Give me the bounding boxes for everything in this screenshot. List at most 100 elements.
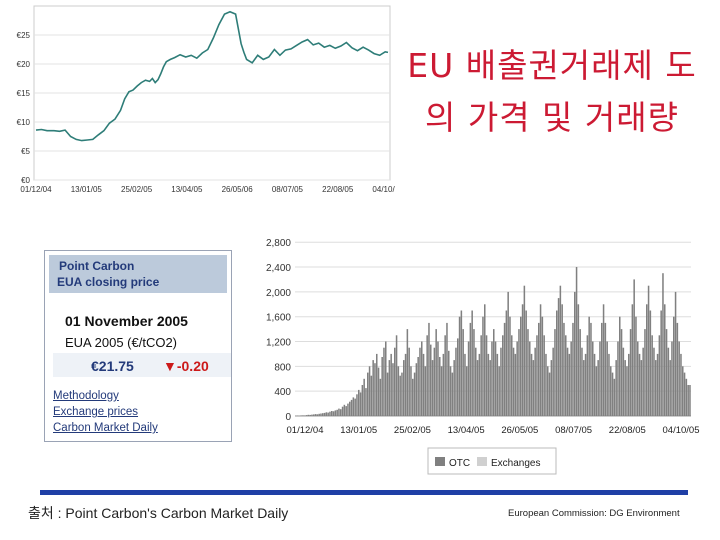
volume-y-tick-label: 400	[274, 387, 291, 398]
price-x-tick-label: 13/01/05	[71, 185, 103, 194]
bar-otc	[534, 347, 536, 416]
price-grid	[34, 34, 390, 181]
bar-otc	[331, 411, 333, 416]
bar-otc	[428, 322, 430, 416]
bar-otc	[500, 347, 502, 416]
bar-otc	[509, 316, 511, 416]
volume-y-tick-labels: 0 400 800 1,200 1,600 2,000 2,400 2,800	[266, 238, 291, 423]
bar-otc	[525, 310, 527, 416]
bar-otc	[637, 341, 639, 416]
bar-otc	[386, 372, 389, 416]
bar-otc	[631, 304, 634, 416]
bar-otc	[511, 335, 513, 416]
bar-otc	[507, 291, 509, 416]
bar-otc	[487, 353, 490, 416]
bar-otc	[628, 353, 630, 416]
bar-otc	[309, 414, 311, 416]
bar-otc	[350, 399, 353, 416]
footer-rule	[40, 490, 688, 495]
bar-otc	[475, 347, 477, 416]
bar-otc	[615, 360, 617, 416]
price-widget: Point Carbon EUA closing price 01 Novemb…	[44, 250, 232, 442]
bar-otc	[397, 366, 400, 416]
price-y-tick-label: €0	[21, 176, 30, 185]
bar-otc	[649, 310, 652, 416]
bar-otc	[399, 375, 401, 416]
price-x-tick-label: 26/05/06	[222, 185, 254, 194]
price-instrument: EUA 2005 (€/tCO2)	[65, 335, 177, 350]
bar-otc	[302, 415, 304, 416]
bar-otc	[647, 285, 650, 416]
bar-otc	[669, 360, 671, 416]
bar-otc	[332, 411, 335, 416]
price-line-chart: €0 €5 €10 €15 €20 €25 01/12/04 13/01/05 25/02/0…	[17, 5, 395, 194]
bar-otc	[458, 316, 461, 416]
bar-otc	[368, 366, 371, 416]
bar-otc	[408, 347, 410, 416]
bar-otc	[320, 413, 322, 416]
bar-otc	[667, 347, 670, 416]
bar-otc	[473, 329, 475, 416]
methodology-link[interactable]: Methodology	[53, 390, 119, 402]
exchange-prices-link[interactable]: Exchange prices	[53, 406, 139, 418]
bar-otc	[449, 366, 452, 416]
bar-otc	[563, 322, 565, 416]
carbon-market-daily-link[interactable]: Carbon Market Daily	[53, 422, 158, 434]
bar-otc	[379, 378, 382, 416]
bar-otc	[541, 316, 544, 416]
bar-otc	[577, 304, 580, 416]
bar-otc	[543, 335, 545, 416]
bar-otc	[316, 414, 319, 416]
bar-otc	[494, 341, 497, 416]
bar-otc	[340, 409, 342, 416]
bar-otc	[491, 341, 493, 416]
bar-otc	[480, 335, 482, 416]
bar-otc	[343, 404, 346, 416]
bar-otc	[604, 322, 607, 416]
volume-bars	[295, 267, 691, 416]
bar-otc	[361, 385, 364, 416]
bar-otc	[296, 415, 299, 416]
bar-otc	[424, 366, 427, 416]
bar-otc	[374, 363, 376, 416]
bar-otc	[662, 273, 664, 416]
bar-otc	[325, 412, 328, 416]
price-widget-header: Point Carbon EUA closing price	[49, 255, 227, 293]
bar-otc	[655, 360, 657, 416]
volume-x-tick-label: 08/07/05	[555, 425, 592, 436]
bar-otc	[345, 406, 347, 416]
bar-otc	[566, 347, 569, 416]
bar-otc	[356, 394, 358, 416]
bar-otc	[658, 335, 661, 416]
bar-otc	[619, 316, 621, 416]
price-value: €21.75	[91, 358, 134, 374]
price-row: €21.75 ▼-0.20	[53, 353, 231, 377]
volume-x-tick-label: 04/10/05	[663, 425, 700, 436]
bar-otc	[516, 341, 518, 416]
bar-otc	[493, 329, 495, 416]
bar-otc	[530, 353, 533, 416]
bar-otc	[606, 341, 608, 416]
bar-otc	[359, 392, 362, 416]
volume-y-tick-label: 2,400	[266, 263, 291, 274]
footer-org: European Commission: DG Environment	[508, 508, 680, 519]
bar-otc	[485, 335, 488, 416]
bar-otc	[304, 415, 306, 416]
bar-otc	[638, 353, 641, 416]
bar-otc	[381, 357, 383, 416]
legend-label-otc: OTC	[449, 458, 470, 469]
bar-otc	[413, 372, 416, 416]
bar-otc	[363, 378, 365, 416]
bar-otc	[624, 360, 626, 416]
bar-otc	[518, 329, 520, 416]
price-date: 01 November 2005	[65, 313, 188, 329]
volume-y-tick-label: 0	[285, 412, 291, 423]
bar-otc	[671, 341, 673, 416]
bar-otc	[323, 412, 326, 416]
bar-otc	[307, 414, 310, 416]
bar-otc	[584, 353, 587, 416]
bar-otc	[338, 408, 340, 416]
bar-otc	[349, 401, 351, 416]
bar-otc	[300, 415, 302, 416]
bar-otc	[635, 316, 637, 416]
